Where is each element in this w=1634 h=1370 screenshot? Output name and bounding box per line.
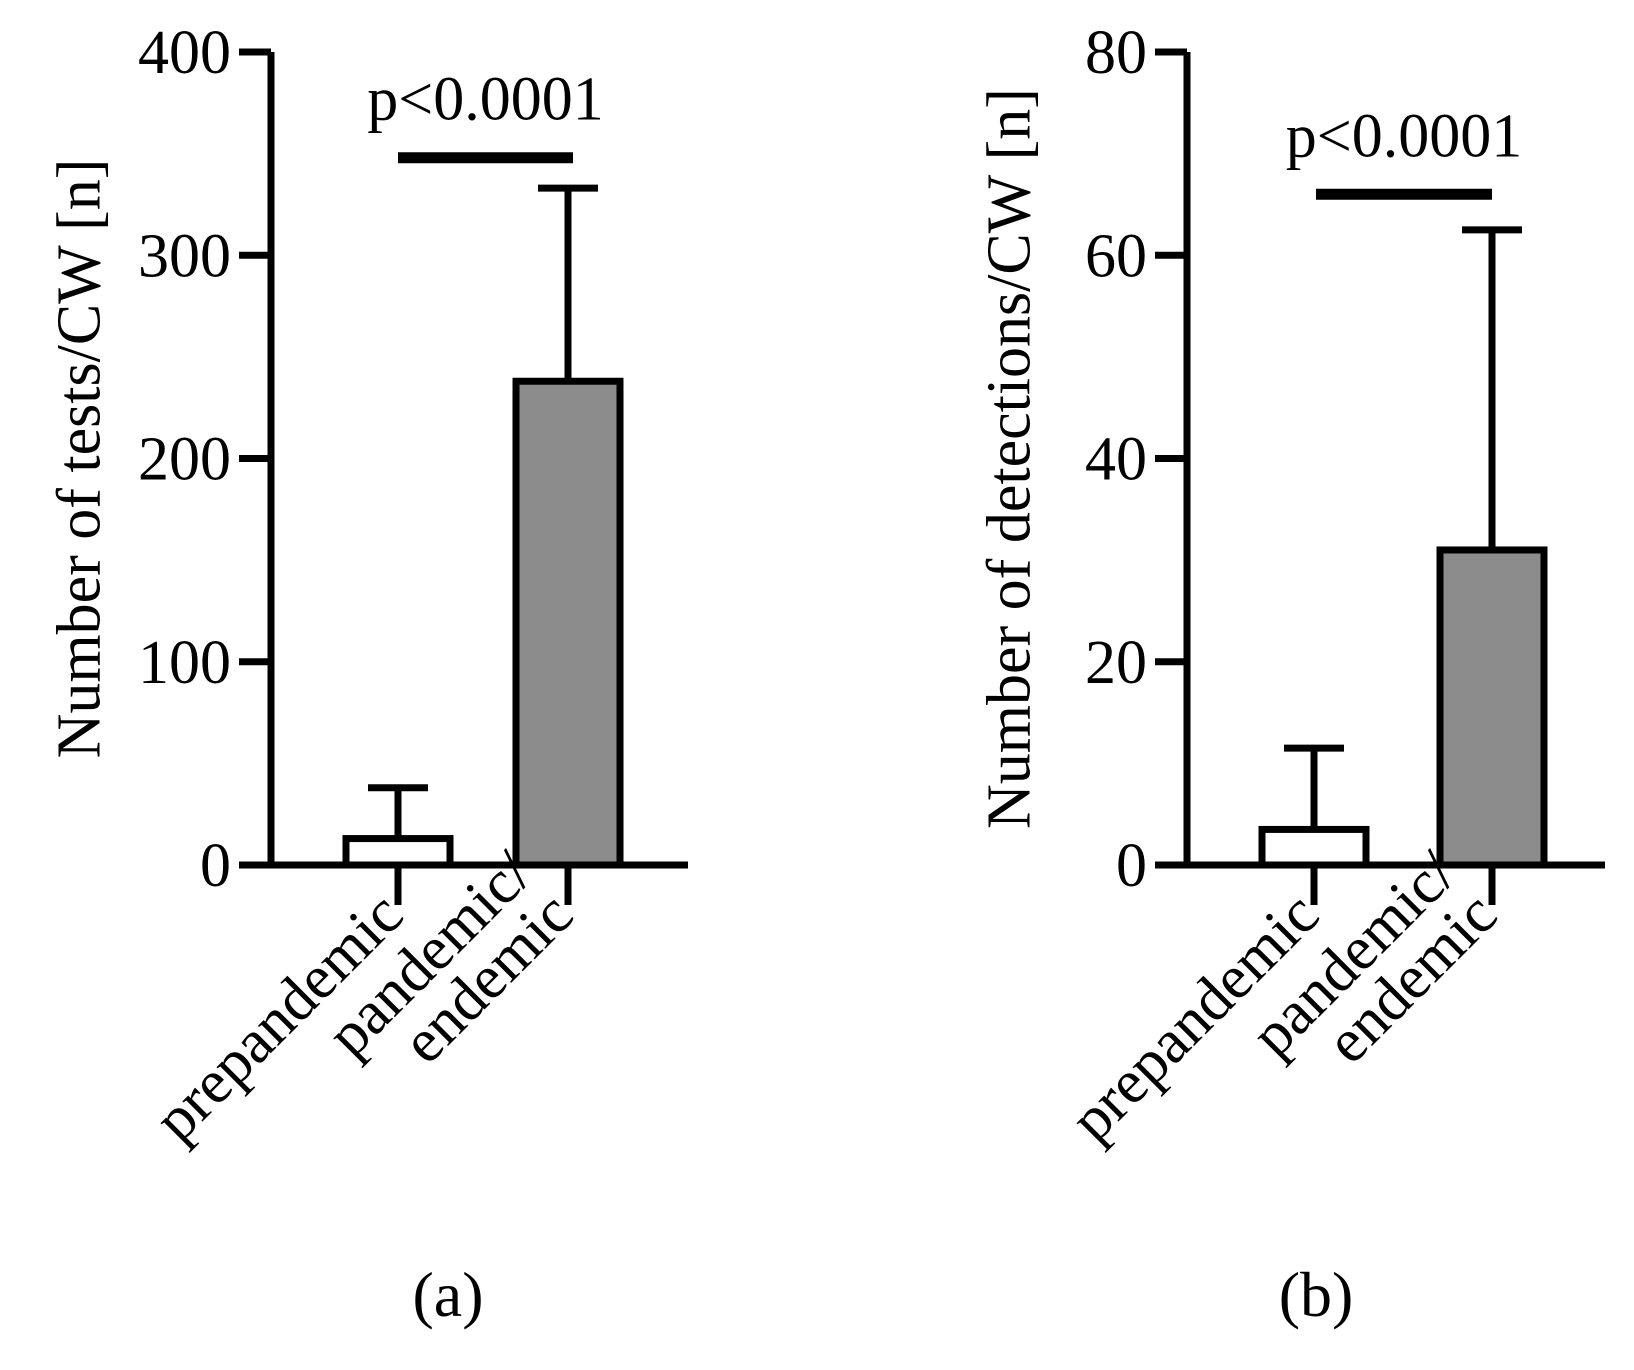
y-tick-label: 400: [138, 19, 231, 87]
y-axis-title: Number of detections/CW [n]: [976, 88, 1044, 829]
bar-pandemic-endemic: [1436, 546, 1548, 869]
y-tick-label: 60: [1085, 222, 1147, 290]
y-tick-label: 300: [138, 222, 231, 290]
y-tick-label: 80: [1085, 19, 1147, 87]
y-tick-label: 100: [138, 629, 231, 697]
y-tick-label: 0: [200, 832, 231, 900]
y-tick-label: 20: [1085, 629, 1147, 697]
panel-label: (a): [412, 1259, 483, 1330]
significance-label: p<0.0001: [1286, 102, 1522, 170]
y-axis-title: Number of tests/CW [n]: [46, 159, 114, 759]
y-tick-label: 0: [1116, 832, 1147, 900]
y-tick-label: 200: [138, 426, 231, 494]
panel-label: (b): [1279, 1259, 1354, 1330]
significance-label: p<0.0001: [367, 66, 603, 134]
bar-pandemic-endemic: [512, 377, 624, 869]
bar-prepandemic: [342, 835, 454, 869]
bar-prepandemic: [1258, 825, 1370, 869]
y-tick-label: 40: [1085, 426, 1147, 494]
